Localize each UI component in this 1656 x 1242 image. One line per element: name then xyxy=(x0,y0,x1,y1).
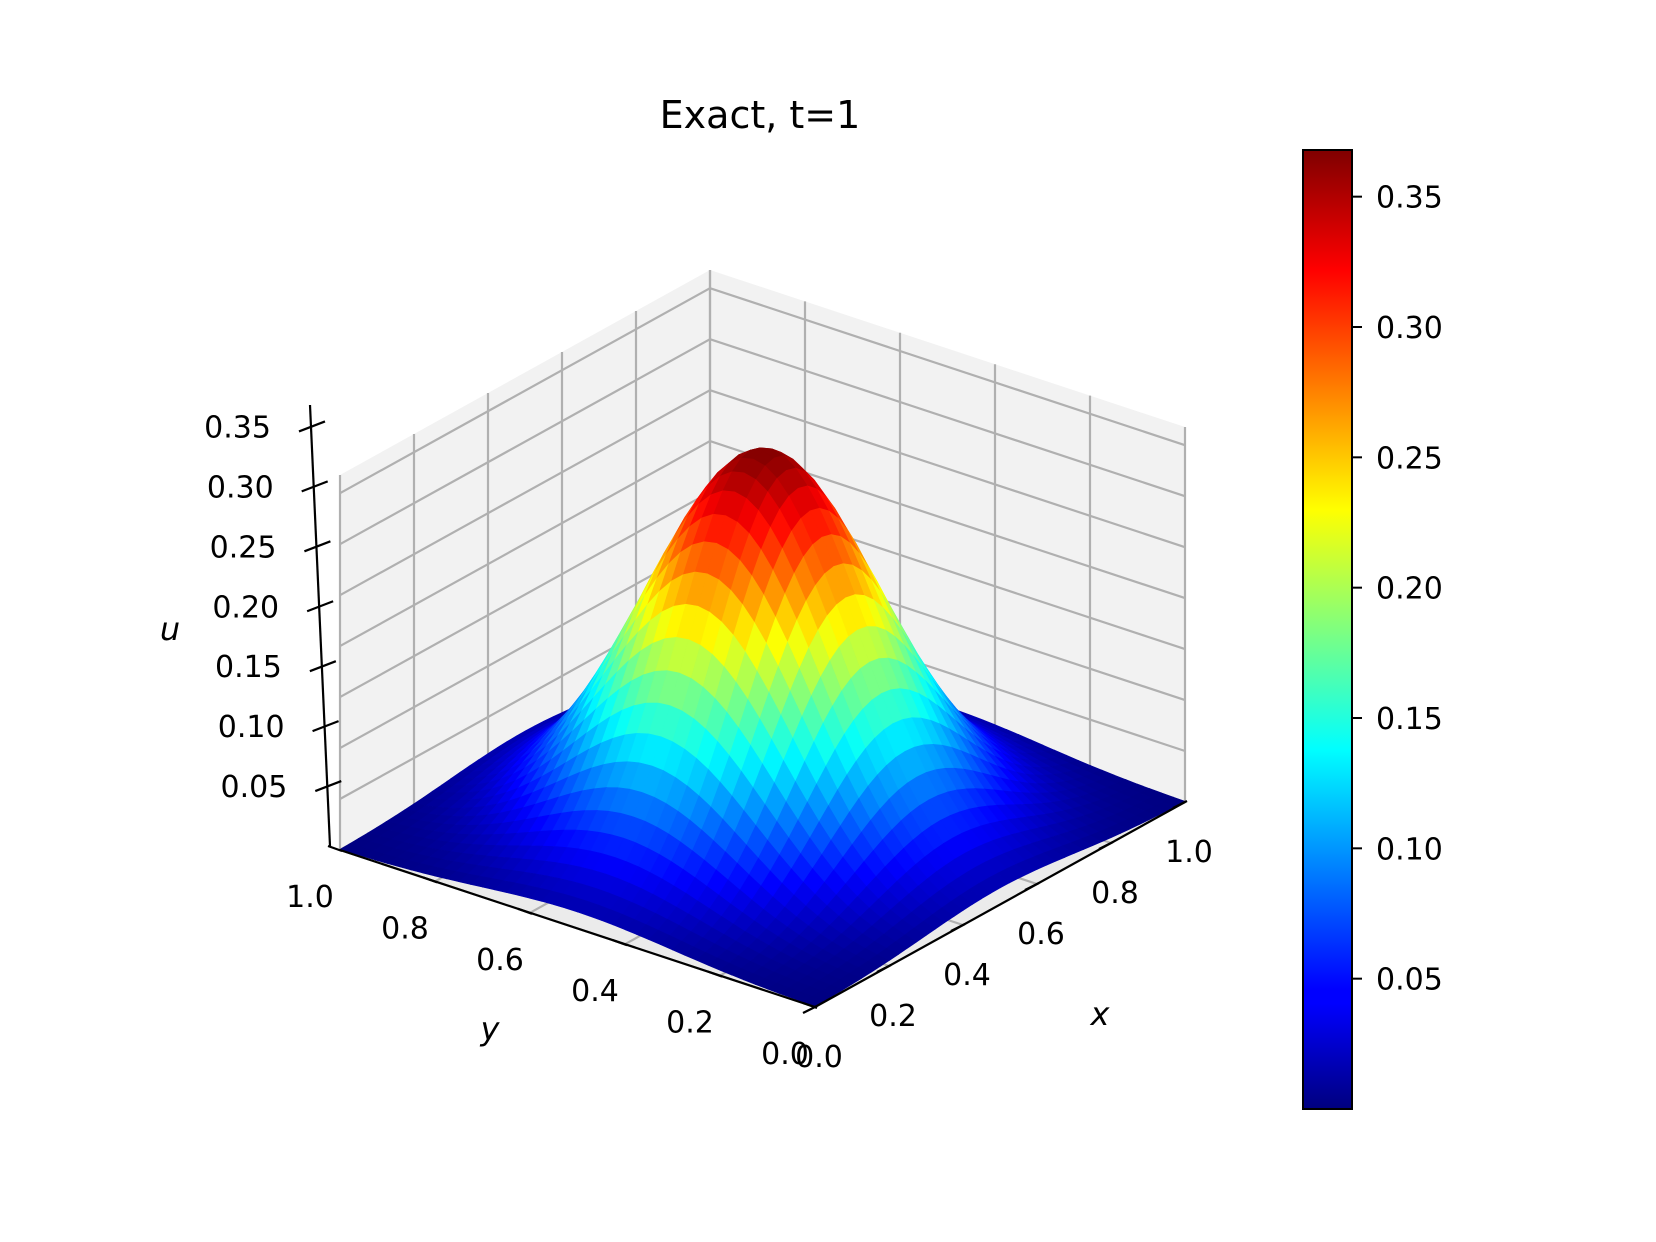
z-tick-label: 0.35 xyxy=(204,410,271,445)
x-tick xyxy=(1024,882,1040,891)
colorbar-tick-label: 0.10 xyxy=(1376,832,1443,867)
chart-title: Exact, t=1 xyxy=(660,93,861,137)
z-tick xyxy=(301,480,329,493)
colorbar: 0.05 0.10 0.15 0.20 0.25 0.30 0.35 xyxy=(1302,149,1443,1110)
x-tick-label: 0.0 xyxy=(795,1040,843,1075)
x-tick-label: 0.6 xyxy=(1017,917,1065,952)
x-axis-line xyxy=(814,801,1186,1008)
z-tick-label: 0.15 xyxy=(215,650,282,685)
surface-plot xyxy=(339,447,1186,1007)
z-tick-label: 0.25 xyxy=(210,530,277,565)
z-tick xyxy=(304,540,331,553)
z-tick xyxy=(306,600,334,613)
x-tick xyxy=(1098,841,1114,850)
x-tick-label: 0.8 xyxy=(1091,876,1139,911)
y-tick-label: 0.0 xyxy=(761,1037,809,1072)
y-tick-label: 0.4 xyxy=(571,974,619,1009)
x-tick-label: 0.2 xyxy=(869,999,917,1034)
colorbar-tick-label: 0.25 xyxy=(1376,441,1443,476)
z-tick xyxy=(309,660,337,673)
y-axis-line xyxy=(339,848,816,1009)
x-axis-label: x xyxy=(1090,995,1111,1033)
y-tick xyxy=(517,907,533,915)
y-tick-label: 1.0 xyxy=(286,880,334,915)
z-tick-label: 0.20 xyxy=(212,590,279,625)
y-tick-label: 0.2 xyxy=(666,1006,714,1041)
grid-line-z xyxy=(339,389,1186,597)
y-tick xyxy=(422,876,438,884)
y-tick-label: 0.8 xyxy=(381,911,429,946)
z-axis-label: u xyxy=(160,610,180,648)
z-tick xyxy=(312,720,339,733)
grid-line-z xyxy=(339,439,1186,648)
x-tick-label: 0.4 xyxy=(943,958,991,993)
colorbar-tick-label: 0.15 xyxy=(1376,702,1443,737)
x-tick-label: 1.0 xyxy=(1165,835,1213,870)
x-tick xyxy=(1172,800,1188,809)
y-tick xyxy=(802,1001,818,1010)
z-tick xyxy=(314,780,342,793)
grid-line-z xyxy=(339,287,1186,495)
y-tick xyxy=(612,939,628,947)
colorbar-gradient xyxy=(1302,149,1353,1110)
y-tick-label: 0.6 xyxy=(476,943,524,978)
z-axis-line xyxy=(308,404,332,847)
z-tick-label: 0.10 xyxy=(218,710,285,745)
axes-ticks: 0.0 0.2 0.4 0.6 0.8 1.0 0.0 0.2 0.4 0.6 0.8 1.0 0.05… xyxy=(204,404,1213,1075)
x-tick xyxy=(876,964,892,973)
y-tick xyxy=(707,970,723,978)
z-tick xyxy=(298,420,326,433)
grid-line-z xyxy=(339,338,1186,546)
colorbar-tick-label: 0.30 xyxy=(1376,311,1443,346)
y-axis-label: y xyxy=(480,1010,501,1048)
colorbar-tick-label: 0.05 xyxy=(1376,963,1443,998)
x-tick xyxy=(950,923,966,932)
colorbar-tick-label: 0.35 xyxy=(1376,181,1443,216)
z-tick-label: 0.05 xyxy=(220,770,287,805)
pane-back-right xyxy=(340,270,710,850)
colorbar-tick-label: 0.20 xyxy=(1376,572,1443,607)
y-tick xyxy=(327,844,343,853)
z-tick-label: 0.30 xyxy=(207,470,274,505)
